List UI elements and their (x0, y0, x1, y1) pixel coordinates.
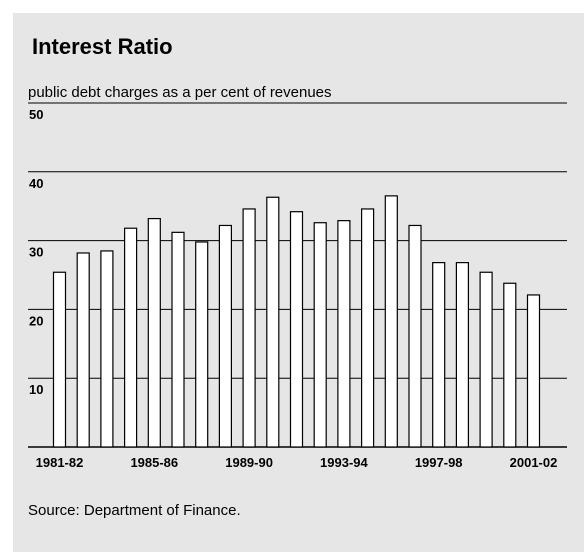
bar (455, 262, 469, 448)
bar (100, 250, 114, 448)
source-note: Source: Department of Finance. (28, 502, 241, 519)
bar (479, 271, 493, 448)
bar (147, 217, 161, 448)
bar (266, 196, 280, 448)
y-tick-label: 30 (29, 245, 43, 260)
y-tick-label: 10 (29, 382, 43, 397)
x-tick-label: 1989-90 (225, 455, 273, 470)
chart-subtitle: public debt charges as a per cent of rev… (28, 84, 332, 101)
y-tick-label: 40 (29, 176, 43, 191)
x-tick-label: 2001-02 (510, 455, 558, 470)
bar (408, 224, 422, 448)
bar (289, 211, 304, 448)
x-tick-label: 1993-94 (320, 455, 368, 470)
bar (171, 231, 185, 448)
y-tick-label: 20 (29, 313, 43, 328)
bar (123, 227, 138, 448)
bar (337, 220, 351, 448)
bar (384, 195, 398, 448)
x-tick-label: 1997-98 (415, 455, 463, 470)
bar (526, 294, 541, 448)
bar (218, 224, 232, 448)
y-tick-label: 50 (29, 107, 43, 122)
bar (52, 271, 67, 448)
chart-title: Interest Ratio (32, 34, 173, 59)
bar (503, 282, 517, 448)
bar (432, 262, 446, 448)
bar (361, 208, 375, 448)
bar (195, 241, 209, 448)
x-tick-label: 1985-86 (130, 455, 178, 470)
bar (313, 222, 327, 448)
bar (76, 252, 90, 448)
bar (242, 208, 256, 448)
x-tick-label: 1981-82 (36, 455, 84, 470)
